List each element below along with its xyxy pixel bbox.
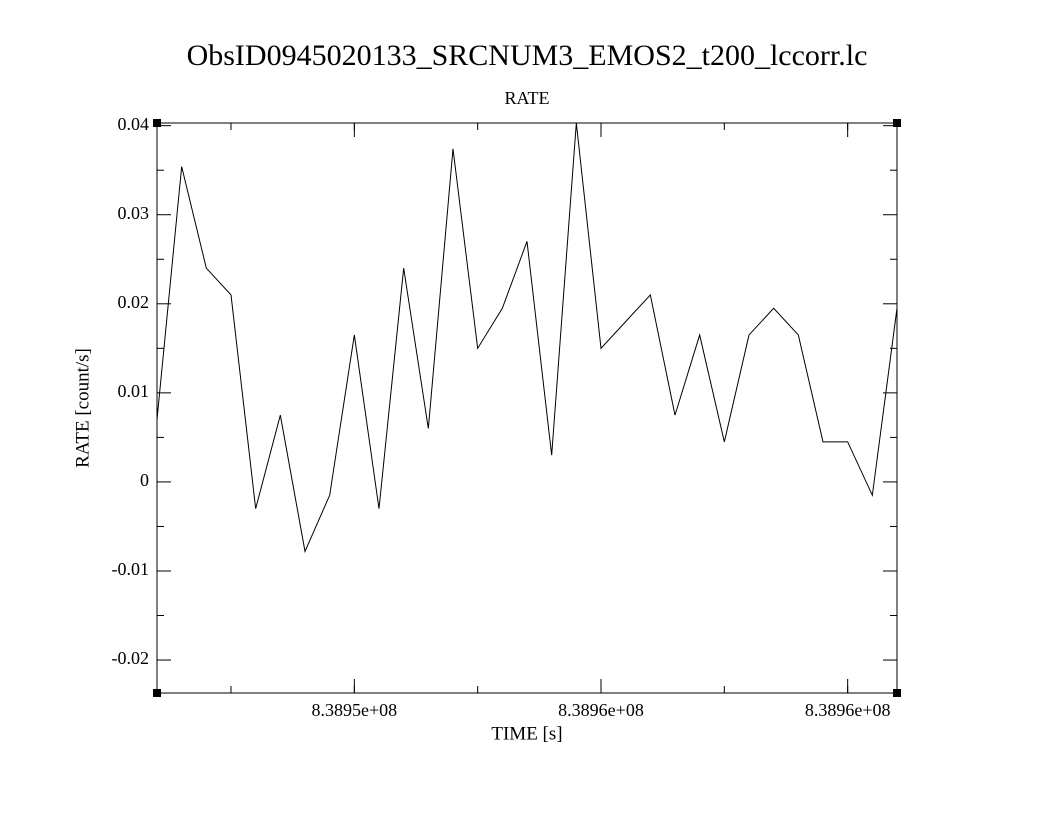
x-axis-label: TIME [s]	[491, 723, 562, 744]
corner-marker	[153, 119, 161, 127]
chart-title: ObsID0945020133_SRCNUM3_EMOS2_t200_lccor…	[187, 39, 868, 72]
y-tick-label: -0.02	[112, 648, 150, 668]
x-tick-label: 8.3895e+08	[312, 700, 398, 720]
corner-marker	[893, 689, 901, 697]
y-tick-label: 0.04	[118, 114, 150, 134]
y-tick-label: -0.01	[112, 559, 150, 579]
y-tick-label: 0.01	[118, 381, 150, 401]
corner-marker	[893, 119, 901, 127]
corner-markers	[153, 119, 901, 697]
chart-subtitle: RATE	[505, 88, 550, 108]
x-tick-label: 8.3896e+08	[805, 700, 891, 720]
y-tick-label: 0.02	[118, 292, 150, 312]
y-tick-label: 0.03	[118, 203, 150, 223]
corner-marker	[153, 689, 161, 697]
plot-frame	[156, 122, 898, 694]
y-tick-label: 0	[140, 470, 149, 490]
x-tick-label: 8.3896e+08	[558, 700, 644, 720]
y-axis-label: RATE [count/s]	[72, 348, 93, 468]
data-line	[156, 122, 898, 554]
